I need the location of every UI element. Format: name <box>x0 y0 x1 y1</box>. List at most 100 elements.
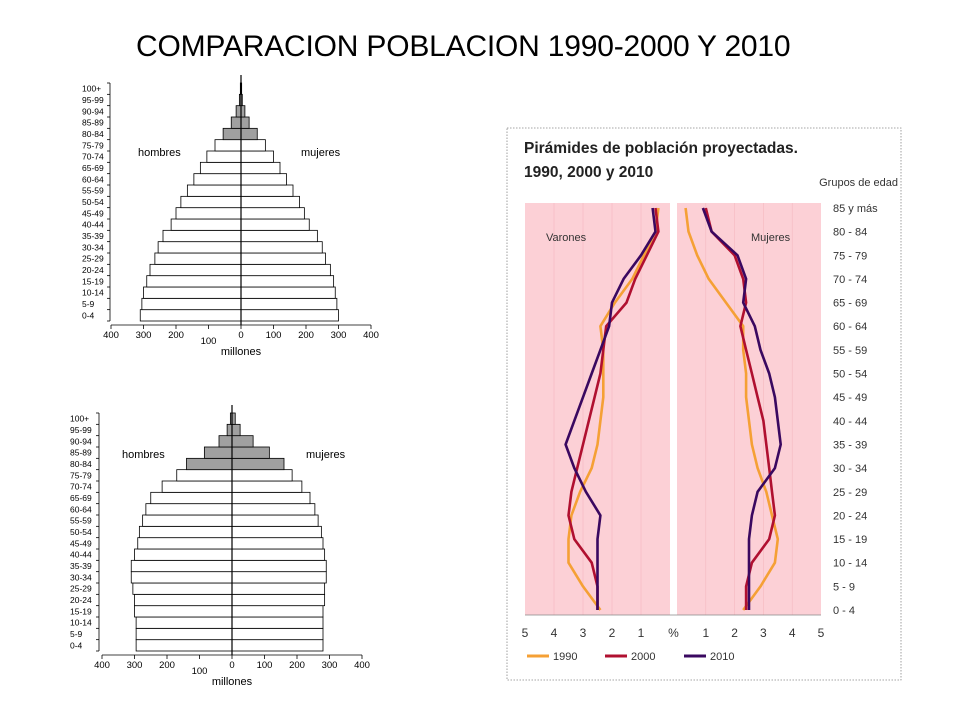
age-group-label: 50 - 54 <box>833 369 867 381</box>
age-tick-label: 15-19 <box>70 606 92 616</box>
age-tick-label: 85-89 <box>82 118 104 128</box>
age-tick-label: 0-4 <box>82 310 95 320</box>
projection-frame <box>506 127 902 681</box>
age-tick-label: 60-64 <box>82 174 104 184</box>
x-tick-label: % <box>668 626 679 640</box>
age-group-label: 75 - 79 <box>833 250 867 262</box>
age-group-label: 55 - 59 <box>833 345 867 357</box>
age-group-label: 20 - 24 <box>833 510 867 522</box>
age-tick-label: 20-24 <box>82 265 104 275</box>
hombres-label: hombres <box>122 449 165 461</box>
age-tick-label: 100+ <box>82 84 101 94</box>
age-group-label: 35 - 39 <box>833 439 867 451</box>
age-tick-label: 55-59 <box>82 186 104 196</box>
x-tick-label: 0 <box>229 660 234 671</box>
x-tick-label: 2 <box>609 626 616 640</box>
age-tick-label: 30-34 <box>82 242 104 252</box>
mujeres-label: mujeres <box>306 449 346 461</box>
mujeres-label: mujeres <box>301 147 341 159</box>
line-varones-2010 <box>564 207 657 610</box>
age-tick-label: 85-89 <box>70 448 92 458</box>
age-tick-label: 40-44 <box>82 220 104 230</box>
age-tick-label: 80-84 <box>82 129 104 139</box>
x-tick-label: 300 <box>127 660 143 671</box>
age-group-label: 5 - 9 <box>833 581 855 593</box>
legend-label-1990: 1990 <box>553 651 577 663</box>
categories-header: Grupos de edad <box>819 177 898 189</box>
x-tick-label: 100 <box>257 660 273 671</box>
line-varones-1990 <box>567 207 660 611</box>
age-tick-label: 55-59 <box>70 516 92 526</box>
x-tick-label: 300 <box>331 330 347 341</box>
age-tick-label: 100+ <box>70 414 89 424</box>
age-tick-label: 10-14 <box>82 288 104 298</box>
x-tick-label: 4 <box>789 626 796 640</box>
x-tick-label: 1 <box>638 626 645 640</box>
chart-subtitle: 1990, 2000 y 2010 <box>524 164 653 181</box>
x-tick-label: 400 <box>103 330 119 341</box>
x-tick-label: 400 <box>354 660 370 671</box>
hombres-label: hombres <box>138 147 181 159</box>
age-tick-label: 95-99 <box>82 95 104 105</box>
x-tick-label: 0 <box>238 330 243 341</box>
age-tick-label: 50-54 <box>70 527 92 537</box>
line-varones-2000 <box>567 207 660 610</box>
age-tick-label: 50-54 <box>82 197 104 207</box>
age-tick-label: 80-84 <box>70 459 92 469</box>
age-group-label: 85 y más <box>833 203 878 215</box>
age-tick-label: 70-74 <box>70 482 92 492</box>
x-tick-label: 3 <box>760 626 767 640</box>
x-tick-label: 200 <box>289 660 305 671</box>
age-tick-label: 45-49 <box>70 538 92 548</box>
chart-title: Pirámides de población proyectadas. <box>524 140 798 157</box>
age-tick-label: 65-69 <box>82 163 104 173</box>
age-tick-label: 95-99 <box>70 425 92 435</box>
age-tick-label: 25-29 <box>70 584 92 594</box>
x-axis-label: millones <box>212 676 253 688</box>
x-tick-label: 4 <box>551 626 558 640</box>
age-group-label: 30 - 34 <box>833 463 867 475</box>
age-tick-label: 65-69 <box>70 493 92 503</box>
x-tick-label: 100 <box>266 330 282 341</box>
age-tick-label: 45-49 <box>82 208 104 218</box>
age-group-label: 65 - 69 <box>833 298 867 310</box>
x-tick-label: 400 <box>94 660 110 671</box>
age-tick-label: 75-79 <box>70 470 92 480</box>
mujeres-label: Mujeres <box>751 232 791 244</box>
age-group-label: 0 - 4 <box>833 605 855 617</box>
age-group-label: 70 - 74 <box>833 274 867 286</box>
age-group-label: 40 - 44 <box>833 416 867 428</box>
age-tick-label: 30-34 <box>70 572 92 582</box>
age-tick-label: 40-44 <box>70 550 92 560</box>
age-tick-label: 5-9 <box>70 629 83 639</box>
legend-label-2010: 2010 <box>710 651 734 663</box>
age-tick-label: 75-79 <box>82 140 104 150</box>
x-tick-label: 2 <box>731 626 738 640</box>
age-tick-label: 35-39 <box>82 231 104 241</box>
age-tick-label: 5-9 <box>82 299 95 309</box>
x-axis-label: millones <box>221 346 262 358</box>
x-tick-label: 400 <box>363 330 379 341</box>
line-mujeres-1990 <box>684 207 780 611</box>
age-group-label: 10 - 14 <box>833 558 867 570</box>
x-tick-label: 200 <box>168 330 184 341</box>
x-tick-label: 100 <box>192 666 208 677</box>
line-mujeres-2000 <box>704 207 777 610</box>
age-tick-label: 35-39 <box>70 561 92 571</box>
x-tick-label: 300 <box>322 660 338 671</box>
line-mujeres-2010 <box>701 207 783 610</box>
x-tick-label: 200 <box>159 660 175 671</box>
legend-label-2000: 2000 <box>631 651 655 663</box>
age-group-label: 15 - 19 <box>833 534 867 546</box>
x-tick-label: 5 <box>818 626 825 640</box>
age-tick-label: 25-29 <box>82 254 104 264</box>
x-tick-label: 3 <box>580 626 587 640</box>
age-group-label: 45 - 49 <box>833 392 867 404</box>
page-title: COMPARACION POBLACION 1990-2000 Y 2010 <box>136 30 791 63</box>
x-tick-label: 5 <box>522 626 529 640</box>
x-tick-label: 200 <box>298 330 314 341</box>
x-tick-label: 1 <box>702 626 709 640</box>
